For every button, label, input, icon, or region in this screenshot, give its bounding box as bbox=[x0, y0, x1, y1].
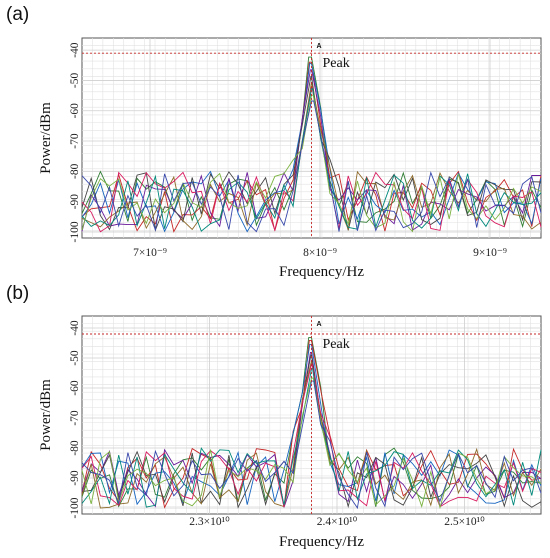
y-tick-label: -50 bbox=[69, 350, 81, 366]
x-axis-title: Frequency/Hz bbox=[279, 264, 364, 280]
peak-label: Peak bbox=[323, 56, 350, 71]
y-axis-title: Power/dBm bbox=[38, 379, 54, 451]
peak-marker-label: A bbox=[317, 43, 322, 50]
y-tick-label: -100 bbox=[69, 497, 81, 518]
y-tick-label: -60 bbox=[69, 103, 81, 119]
y-tick-label: -60 bbox=[69, 380, 81, 396]
x-tick-label: 2.3×10¹⁰ bbox=[189, 516, 230, 528]
x-tick-label: 7×10⁻⁹ bbox=[133, 247, 167, 259]
spectrum-series-line bbox=[81, 343, 542, 506]
y-tick-label: -100 bbox=[69, 221, 81, 242]
x-tick-label: 8×10⁻⁹ bbox=[303, 247, 337, 259]
y-tick-label: -40 bbox=[69, 42, 81, 58]
x-axis-title: Frequency/Hz bbox=[279, 534, 364, 550]
spectrum-series-line bbox=[81, 354, 542, 509]
y-tick-label: -50 bbox=[69, 73, 81, 89]
y-tick-label: -90 bbox=[69, 470, 81, 486]
spectrum-series-line bbox=[81, 380, 542, 510]
y-tick-label: -90 bbox=[69, 194, 81, 210]
y-tick-label: -70 bbox=[69, 410, 81, 426]
spectrum-series-line bbox=[81, 100, 542, 233]
spectrum-series-line bbox=[81, 61, 542, 233]
x-tick-label: 2.5×10¹⁰ bbox=[444, 516, 485, 528]
y-tick-label: -80 bbox=[69, 440, 81, 456]
panel-label-a: (a) bbox=[6, 4, 30, 25]
x-tick-label: 9×10⁻⁹ bbox=[473, 247, 507, 259]
panel-label-b: (b) bbox=[6, 283, 30, 304]
y-tick-label: -40 bbox=[69, 320, 81, 336]
peak-label: Peak bbox=[323, 337, 350, 352]
y-tick-label: -70 bbox=[69, 133, 81, 149]
spectrum-series-line bbox=[81, 377, 542, 510]
y-axis-title: Power/dBm bbox=[38, 102, 54, 174]
y-tick-label: -80 bbox=[69, 163, 81, 179]
spectrum-series-line bbox=[81, 56, 542, 229]
x-tick-label: 2.4×10¹⁰ bbox=[317, 516, 358, 528]
spectrum-series-line bbox=[81, 75, 542, 232]
peak-marker-label: A bbox=[317, 321, 322, 328]
